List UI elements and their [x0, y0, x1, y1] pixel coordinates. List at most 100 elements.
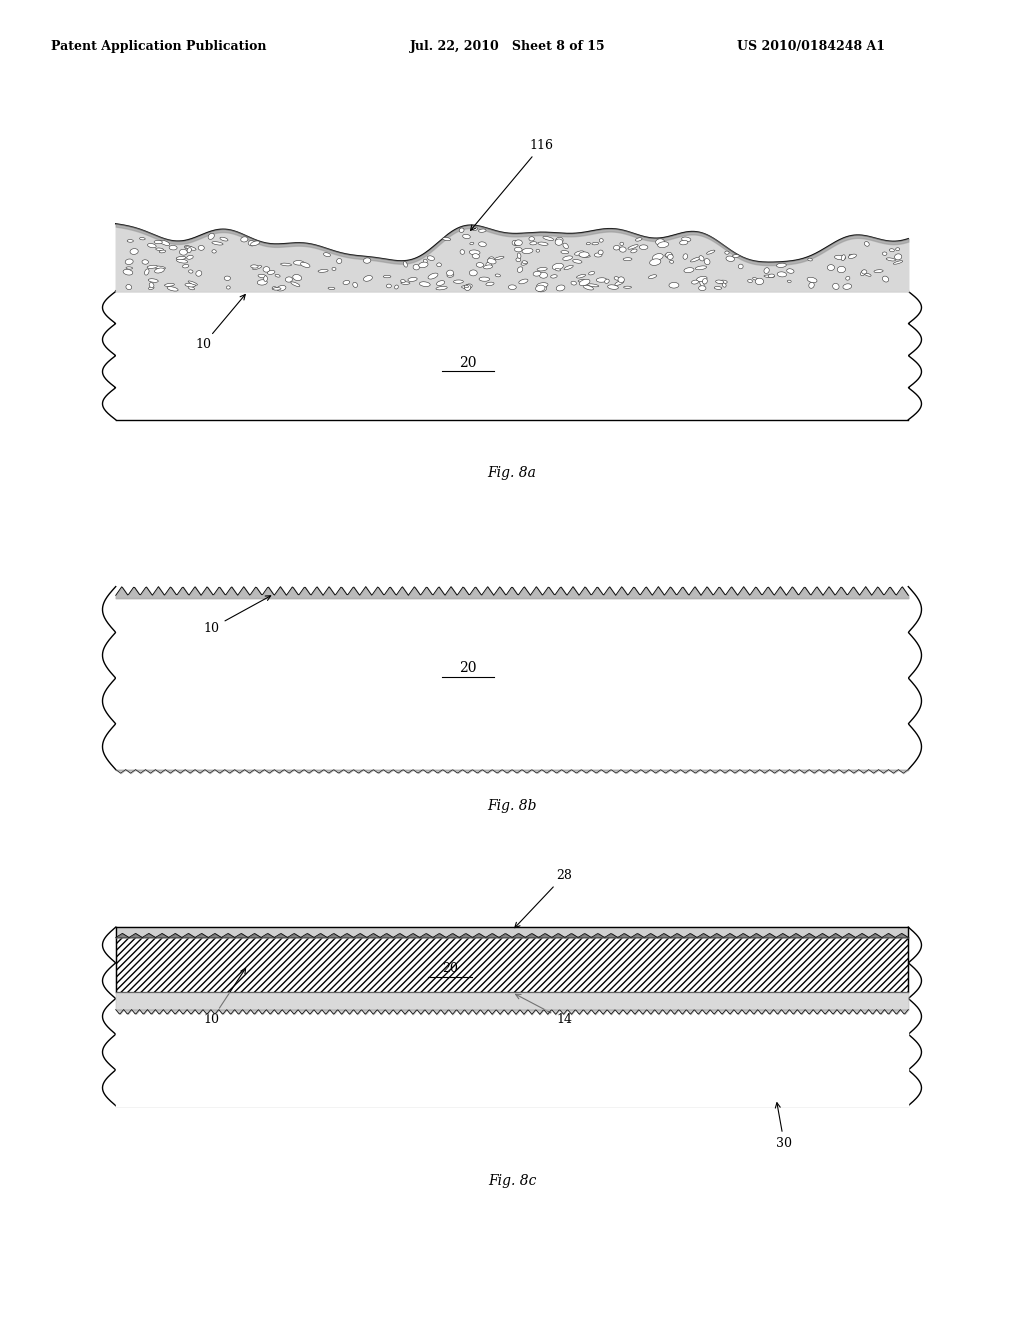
Ellipse shape [155, 267, 166, 269]
Ellipse shape [324, 252, 331, 256]
Ellipse shape [386, 284, 391, 288]
Ellipse shape [522, 248, 532, 253]
Ellipse shape [460, 249, 465, 255]
Ellipse shape [420, 281, 430, 286]
Ellipse shape [472, 253, 479, 259]
Ellipse shape [241, 236, 248, 242]
Ellipse shape [555, 239, 562, 246]
Ellipse shape [185, 246, 196, 251]
Ellipse shape [123, 269, 133, 275]
Ellipse shape [696, 276, 708, 281]
Text: 10: 10 [204, 595, 270, 635]
Text: Fig. 8a: Fig. 8a [487, 466, 537, 480]
Ellipse shape [835, 255, 846, 260]
Ellipse shape [495, 256, 504, 260]
Ellipse shape [777, 272, 786, 277]
Ellipse shape [886, 257, 896, 261]
Ellipse shape [768, 275, 774, 277]
Ellipse shape [551, 275, 557, 279]
Ellipse shape [652, 253, 664, 260]
Ellipse shape [496, 275, 501, 277]
Ellipse shape [756, 279, 764, 285]
Ellipse shape [521, 261, 527, 265]
Ellipse shape [208, 234, 214, 239]
Ellipse shape [732, 255, 739, 257]
Ellipse shape [538, 285, 547, 292]
Ellipse shape [698, 285, 706, 290]
Ellipse shape [534, 272, 541, 276]
Ellipse shape [212, 242, 223, 246]
Ellipse shape [598, 249, 603, 255]
Ellipse shape [318, 269, 328, 272]
Ellipse shape [276, 285, 286, 290]
Ellipse shape [472, 227, 477, 231]
Ellipse shape [519, 279, 528, 284]
Ellipse shape [556, 285, 565, 290]
Ellipse shape [394, 285, 398, 289]
Ellipse shape [483, 265, 493, 269]
Ellipse shape [808, 259, 812, 261]
Ellipse shape [895, 253, 902, 260]
Text: Fig. 8b: Fig. 8b [487, 799, 537, 813]
Bar [116, 937, 908, 993]
Ellipse shape [508, 285, 516, 289]
Ellipse shape [555, 268, 560, 271]
Ellipse shape [300, 263, 310, 268]
Ellipse shape [787, 280, 792, 282]
Ellipse shape [563, 243, 568, 248]
Ellipse shape [160, 249, 166, 253]
Ellipse shape [726, 256, 734, 261]
Ellipse shape [628, 244, 638, 249]
Ellipse shape [147, 265, 158, 268]
Ellipse shape [258, 275, 266, 277]
Ellipse shape [436, 263, 441, 267]
Text: 14: 14 [515, 994, 572, 1026]
Text: 20: 20 [442, 962, 459, 975]
Ellipse shape [257, 280, 267, 285]
Ellipse shape [446, 271, 454, 276]
Ellipse shape [469, 249, 480, 255]
Ellipse shape [127, 239, 133, 243]
Ellipse shape [182, 264, 188, 268]
Ellipse shape [596, 277, 607, 282]
Ellipse shape [588, 284, 599, 286]
Ellipse shape [668, 255, 673, 260]
Ellipse shape [212, 249, 216, 253]
Ellipse shape [592, 243, 599, 244]
Ellipse shape [463, 235, 470, 239]
Ellipse shape [670, 260, 674, 263]
Ellipse shape [849, 255, 854, 257]
Ellipse shape [469, 269, 477, 276]
Ellipse shape [272, 288, 281, 290]
Ellipse shape [332, 268, 336, 271]
Ellipse shape [577, 275, 586, 279]
Ellipse shape [176, 259, 187, 263]
Text: 28: 28 [515, 869, 572, 928]
Ellipse shape [574, 251, 584, 255]
Ellipse shape [842, 255, 845, 260]
Ellipse shape [264, 276, 267, 281]
Ellipse shape [707, 249, 715, 255]
Ellipse shape [167, 286, 178, 290]
Ellipse shape [516, 257, 521, 261]
Ellipse shape [517, 267, 523, 272]
Ellipse shape [400, 280, 406, 282]
Ellipse shape [874, 269, 883, 273]
Ellipse shape [725, 251, 729, 255]
Ellipse shape [748, 280, 753, 282]
Ellipse shape [665, 253, 672, 257]
Ellipse shape [860, 271, 866, 276]
Ellipse shape [156, 248, 164, 251]
Ellipse shape [291, 282, 300, 286]
Ellipse shape [695, 265, 707, 269]
Ellipse shape [862, 269, 867, 275]
Ellipse shape [220, 238, 228, 242]
Ellipse shape [462, 285, 471, 289]
Text: Fig. 8c: Fig. 8c [487, 1173, 537, 1188]
Ellipse shape [631, 249, 637, 253]
Ellipse shape [185, 284, 196, 286]
Ellipse shape [564, 265, 573, 269]
Ellipse shape [169, 246, 177, 249]
Ellipse shape [563, 256, 572, 260]
Ellipse shape [165, 284, 174, 286]
